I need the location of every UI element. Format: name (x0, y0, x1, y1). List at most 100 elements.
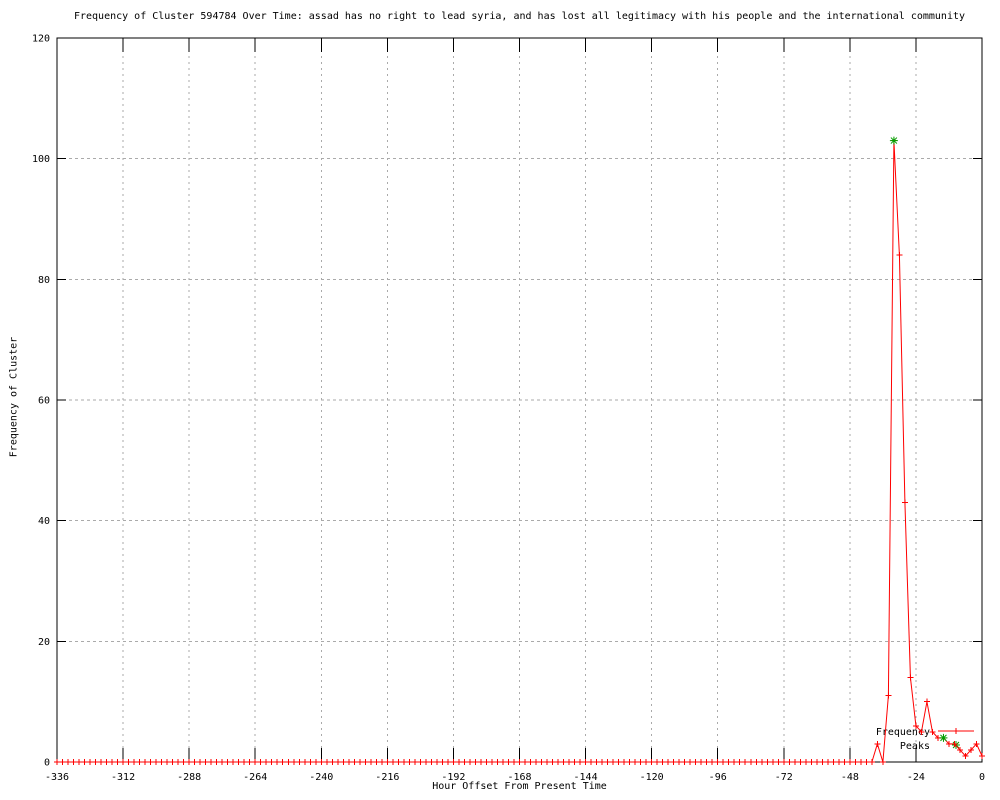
frequency-point (808, 759, 815, 765)
frequency-point (775, 759, 782, 765)
frequency-point (912, 722, 919, 729)
frequency-point (351, 759, 358, 765)
frequency-point (681, 759, 688, 765)
frequency-point (59, 759, 66, 765)
frequency-series (54, 137, 985, 765)
frequency-point (863, 759, 870, 765)
frequency-point (109, 759, 116, 765)
frequency-point (967, 746, 974, 753)
frequency-point (802, 759, 809, 765)
frequency-point (461, 759, 468, 765)
frequency-point (560, 759, 567, 765)
frequency-point (186, 759, 193, 765)
x-tick-label: -120 (640, 772, 664, 783)
frequency-point (219, 759, 226, 765)
frequency-point (720, 759, 727, 765)
frequency-point (797, 759, 804, 765)
frequency-point (599, 759, 606, 765)
frequency-point (698, 759, 705, 765)
frequency-point (483, 759, 490, 765)
frequency-point (417, 759, 424, 765)
frequency-point (846, 759, 853, 765)
frequency-point (158, 759, 165, 765)
frequency-point (147, 759, 154, 765)
frequency-point (279, 759, 286, 765)
frequency-point (263, 759, 270, 765)
frequency-point (466, 759, 473, 765)
frequency-point (852, 759, 859, 765)
frequency-point (494, 759, 501, 765)
frequency-point (307, 759, 314, 765)
frequency-point (588, 759, 595, 765)
frequency-point (70, 759, 77, 765)
frequency-point (164, 759, 171, 765)
frequency-point (615, 759, 622, 765)
frequency-point (136, 759, 143, 765)
grid-lines (57, 38, 982, 762)
frequency-point (687, 759, 694, 765)
x-tick-label: -48 (841, 772, 859, 783)
frequency-point (709, 759, 716, 765)
legend-point-sample (953, 728, 959, 734)
frequency-point (544, 759, 551, 765)
frequency-point (637, 759, 644, 765)
frequency-point (169, 759, 176, 765)
frequency-point (830, 759, 837, 765)
frequency-point (549, 759, 556, 765)
y-tick-label: 80 (38, 275, 50, 286)
peak-marker (889, 136, 898, 145)
frequency-point (582, 759, 589, 765)
frequency-point (758, 759, 765, 765)
frequency-point (103, 759, 110, 765)
peaks-series (889, 136, 948, 742)
frequency-point (841, 759, 848, 765)
frequency-point (367, 759, 374, 765)
frequency-point (714, 759, 721, 765)
frequency-point (301, 759, 308, 765)
frequency-point (747, 759, 754, 765)
frequency-point (455, 759, 462, 765)
frequency-point (345, 759, 352, 765)
x-tick-label: -264 (243, 772, 267, 783)
frequency-point (65, 759, 72, 765)
frequency-point (296, 759, 303, 765)
frequency-point (593, 759, 600, 765)
frequency-point (874, 740, 881, 747)
frequency-point (268, 759, 275, 765)
frequency-point (290, 759, 297, 765)
frequency-point (791, 759, 798, 765)
frequency-point (450, 759, 457, 765)
frequency-point (208, 759, 215, 765)
frequency-point (340, 759, 347, 765)
frequency-point (477, 759, 484, 765)
frequency-point (736, 759, 743, 765)
frequency-point (230, 759, 237, 765)
legend: Frequency Peaks (876, 727, 974, 752)
frequency-point (819, 759, 826, 765)
frequency-point (175, 759, 182, 765)
frequency-point (962, 752, 969, 759)
frequency-point (318, 759, 325, 765)
frequency-point (241, 759, 248, 765)
frequency-point (973, 740, 980, 747)
frequency-point (566, 759, 573, 765)
frequency-point (400, 759, 407, 765)
frequency-point (951, 740, 958, 747)
frequency-point (753, 759, 760, 765)
frequency-point (114, 759, 121, 765)
frequency-point (274, 759, 281, 765)
frequency-point (191, 759, 198, 765)
frequency-point (202, 759, 209, 765)
frequency-point (329, 759, 336, 765)
x-tick-label: -144 (574, 772, 598, 783)
frequency-point (81, 759, 88, 765)
frequency-point (813, 759, 820, 765)
frequency-point (764, 759, 771, 765)
frequency-point (522, 759, 529, 765)
frequency-point (896, 252, 903, 259)
x-tick-label: -192 (441, 772, 465, 783)
frequency-point (571, 759, 578, 765)
frequency-point (125, 759, 132, 765)
